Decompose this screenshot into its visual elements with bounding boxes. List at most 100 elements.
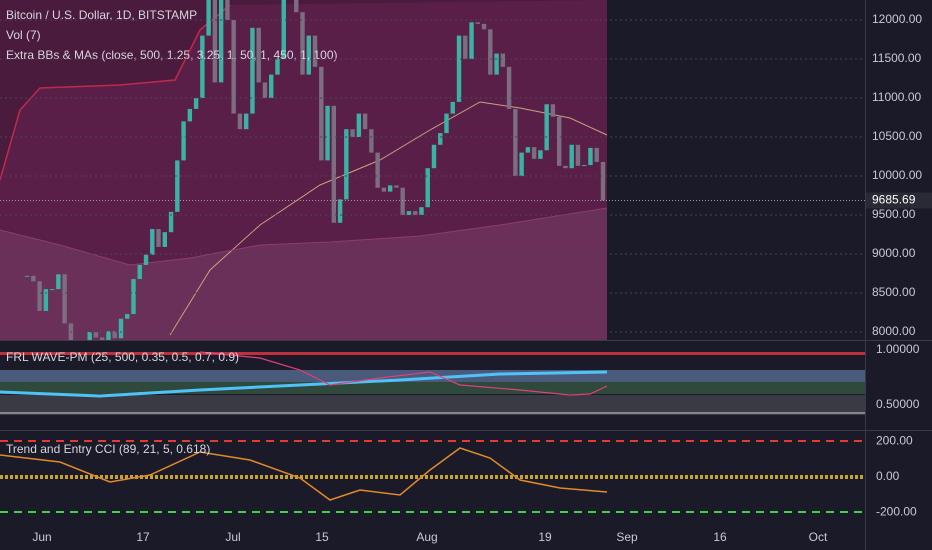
candle — [125, 314, 130, 319]
candle — [600, 161, 606, 201]
candle — [87, 332, 92, 340]
candle — [225, 0, 230, 21]
candle — [588, 147, 593, 166]
candle — [406, 211, 412, 215]
candle — [93, 332, 99, 338]
candle — [531, 147, 537, 159]
candle — [525, 147, 531, 153]
candle — [206, 0, 211, 36]
candle — [300, 12, 305, 75]
candle — [425, 168, 430, 208]
candle — [400, 187, 405, 215]
candle — [369, 129, 374, 153]
y-tick-label: 200.00 — [876, 434, 913, 448]
candle — [262, 82, 268, 98]
candles — [24, 0, 606, 340]
y-tick-label: 12000.00 — [872, 12, 922, 26]
candle — [150, 229, 155, 255]
candle — [419, 207, 424, 215]
y-tick-label: 10000.00 — [872, 168, 922, 182]
candle — [375, 152, 380, 188]
candle — [394, 185, 399, 188]
candle — [231, 20, 236, 114]
candle — [175, 160, 180, 212]
wave-legend: FRL WAVE-PM (25, 500, 0.35, 0.5, 0.7, 0.… — [6, 350, 239, 364]
cci-legend: Trend and Entry CCI (89, 21, 5, 0.618) — [6, 442, 210, 456]
candle — [112, 331, 117, 339]
candle — [325, 105, 330, 161]
candle — [237, 113, 243, 130]
candle — [362, 113, 368, 130]
x-tick-label: Oct — [809, 530, 828, 544]
candle — [481, 23, 487, 30]
candle — [331, 105, 337, 223]
candle — [131, 278, 136, 315]
candle — [306, 35, 311, 75]
candle — [356, 113, 362, 137]
candle — [162, 232, 167, 247]
candle — [450, 101, 455, 114]
candle — [463, 35, 468, 59]
candle — [594, 147, 599, 162]
candle — [312, 35, 318, 67]
volume-legend: Vol (7) — [6, 28, 41, 42]
bb-lower — [0, 207, 608, 266]
candle — [243, 113, 249, 130]
candle — [143, 254, 149, 265]
candle — [456, 35, 462, 102]
candle — [538, 150, 543, 159]
candle — [488, 29, 493, 75]
x-tick-label: 15 — [315, 530, 329, 544]
candle — [337, 199, 343, 223]
candle — [469, 22, 474, 59]
y-tick-label: 0.50000 — [876, 397, 920, 411]
overlay-legend: Extra BBs & MAs (close, 500, 1.25, 3.25,… — [6, 48, 338, 62]
y-tick-label: 1.00000 — [876, 342, 920, 356]
candle — [250, 27, 255, 114]
cci-line — [0, 447, 608, 501]
candle — [575, 144, 581, 166]
candle — [350, 129, 355, 137]
candle — [550, 104, 556, 117]
candle — [506, 66, 512, 109]
candle — [381, 187, 387, 192]
candle — [438, 133, 443, 145]
y-tick-label: 9500.00 — [872, 207, 916, 221]
candle — [544, 104, 549, 151]
candle — [218, 0, 224, 83]
last-price-label: 9685.69 — [872, 193, 916, 207]
candle — [519, 152, 524, 176]
candle — [181, 121, 186, 161]
candle — [100, 337, 105, 340]
candle — [344, 129, 349, 200]
x-tick-label: Aug — [416, 530, 437, 544]
candle — [431, 144, 437, 169]
x-tick-label: Jun — [32, 530, 51, 544]
candle — [281, 0, 286, 60]
wave-zone — [0, 395, 865, 415]
candle — [212, 0, 218, 83]
symbol-legend: Bitcoin / U.S. Dollar, 1D, BITSTAMP — [6, 8, 197, 22]
candle — [56, 274, 61, 290]
wave-zone — [0, 370, 865, 382]
candle — [513, 108, 518, 176]
candle — [193, 98, 199, 109]
x-tick-label: 19 — [538, 530, 552, 544]
last-price-box — [866, 192, 932, 209]
y-tick-label: 10500.00 — [872, 129, 922, 143]
candle — [269, 74, 274, 98]
y-tick-label: 11000.00 — [872, 90, 921, 104]
candle — [413, 211, 418, 215]
candle — [187, 108, 193, 122]
y-tick-label: 11500.00 — [872, 51, 921, 65]
y-tick-label: -200.00 — [876, 505, 917, 519]
candle — [106, 331, 111, 340]
y-tick-label: 8500.00 — [872, 285, 916, 299]
y-tick-label: 0.00 — [876, 469, 900, 483]
candle — [494, 53, 499, 75]
y-tick-label: 8000.00 — [872, 324, 916, 338]
candle — [294, 0, 299, 13]
candle — [275, 59, 280, 75]
band-lower — [0, 208, 607, 340]
